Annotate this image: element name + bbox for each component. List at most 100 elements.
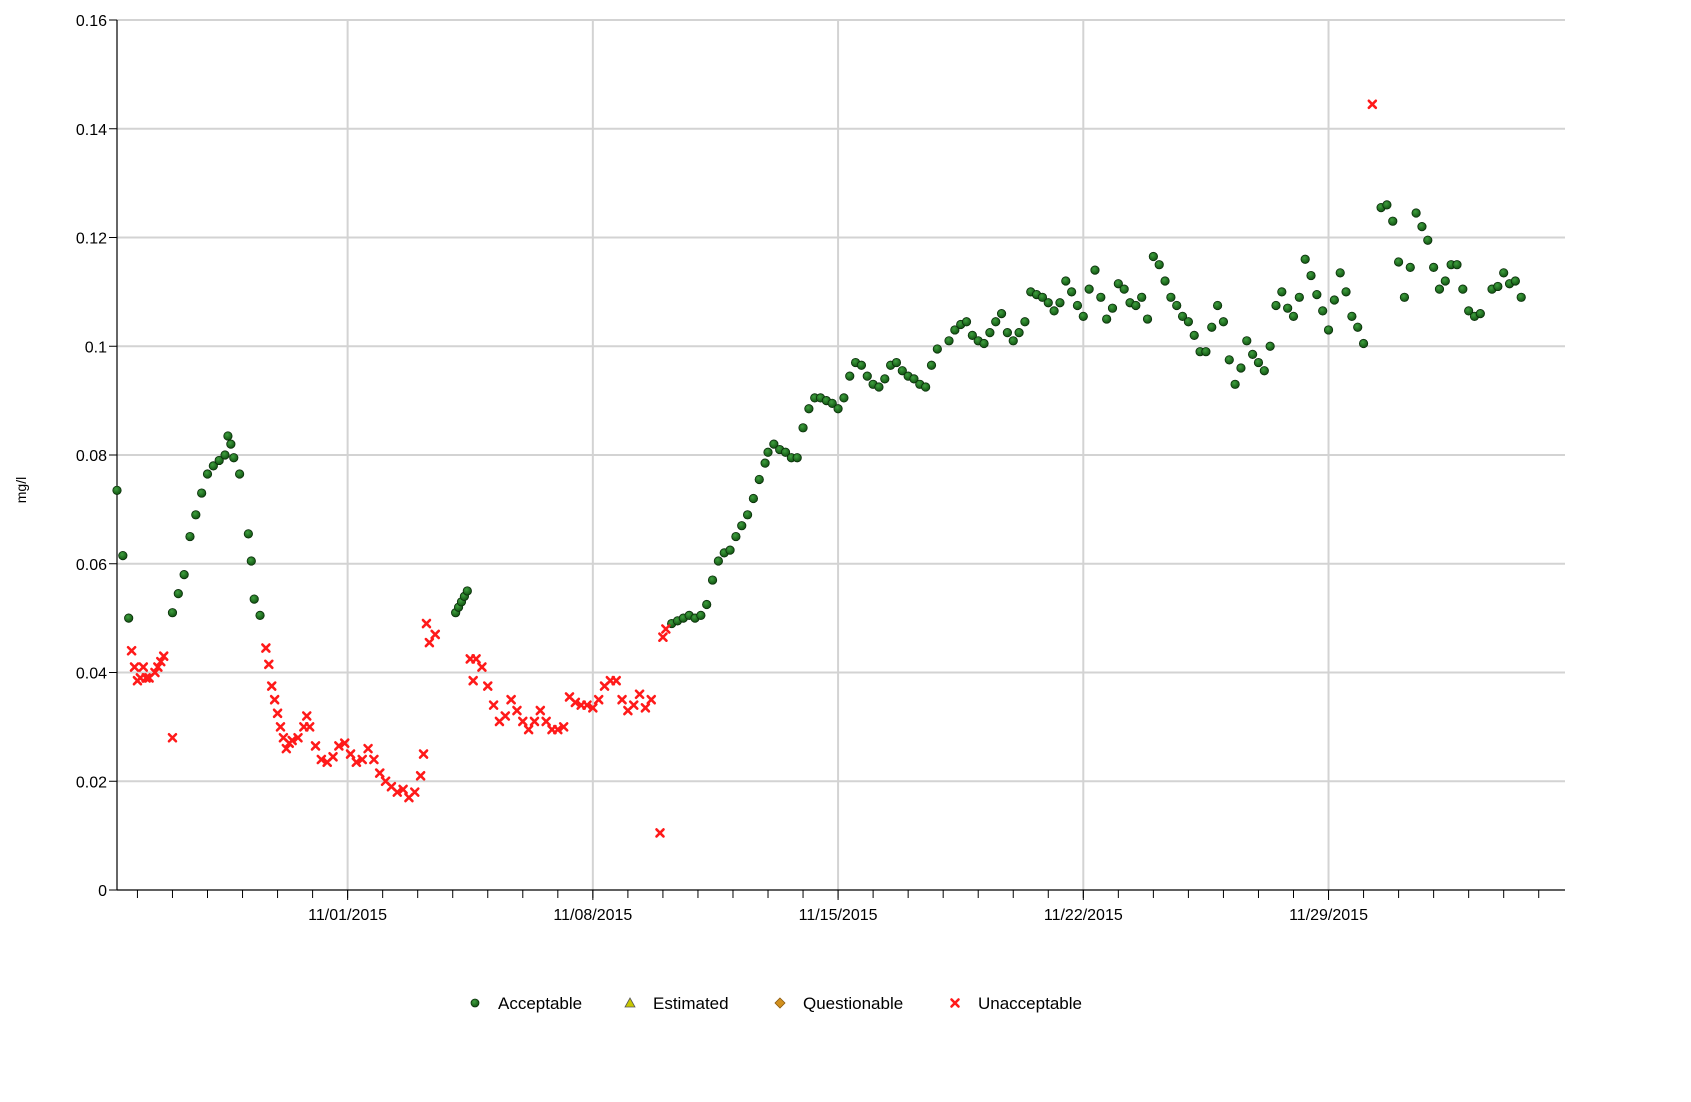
data-point-acceptable [1096,292,1106,302]
data-point-acceptable [249,594,259,604]
data-point-acceptable [1014,328,1024,338]
data-point-unacceptable [430,629,441,640]
data-point-unacceptable [351,757,362,768]
data-point-unacceptable [138,662,149,672]
data-point-unacceptable [126,645,137,656]
data-point-acceptable [769,439,779,449]
data-point-acceptable [1411,208,1421,218]
y-tick-label: 0.12 [76,231,107,248]
data-point-unacceptable [646,694,657,705]
data-point-unacceptable [272,708,283,719]
data-point-acceptable [1399,292,1410,302]
data-point-acceptable [1329,295,1339,305]
data-point-acceptable [839,393,849,403]
data-point-acceptable [255,610,265,621]
data-point-acceptable [827,398,837,408]
data-point-acceptable [1172,300,1182,311]
data-point-acceptable [1417,222,1427,232]
data-point-unacceptable [482,681,493,691]
data-point-acceptable [1177,311,1188,321]
data-point-unacceptable [369,754,379,765]
data-point-acceptable [1353,322,1363,332]
y-tick-label: 0.06 [76,557,107,574]
data-point-acceptable [1283,303,1293,313]
data-point-unacceptable [339,738,350,748]
data-point-acceptable [179,570,189,580]
data-point-acceptable [1335,268,1345,278]
x-tick-label: 11/15/2015 [799,907,878,924]
data-point-acceptable [1516,292,1526,302]
data-point-acceptable [1265,341,1275,351]
y-axis-label: mg/l [13,477,29,503]
data-point-acceptable [833,404,843,414]
data-point-acceptable [862,371,872,381]
data-point-acceptable [1341,287,1351,297]
data-point-acceptable [220,450,230,460]
data-point-unacceptable [582,700,592,710]
legend-marker-questionable [774,997,786,1009]
data-point-acceptable [112,485,122,495]
data-point-unacceptable [421,618,432,629]
data-point-acceptable [991,317,1001,327]
data-point-unacceptable [392,787,403,797]
data-point-acceptable [1148,251,1158,262]
data-point-acceptable [1055,298,1065,308]
data-point-acceptable [1294,292,1304,302]
data-point-acceptable [1207,322,1217,332]
data-point-unacceptable [304,722,315,732]
gridlines [117,19,1565,890]
data-point-acceptable [1405,262,1415,273]
data-point-acceptable [845,371,855,381]
data-point-unacceptable [167,732,178,743]
data-point-acceptable [985,328,995,338]
x-tick-label: 11/08/2015 [553,907,632,924]
data-point-acceptable [1393,257,1404,267]
data-point-unacceptable [658,632,668,642]
data-point-acceptable [1259,366,1269,376]
data-point-unacceptable [301,711,312,721]
data-point-unacceptable [471,654,481,664]
data-point-unacceptable [523,724,534,735]
data-point-acceptable [921,382,931,392]
data-point-unacceptable [506,694,516,705]
data-point-acceptable [1248,349,1258,360]
data-point-acceptable [1277,287,1287,297]
data-point-unacceptable [477,662,487,672]
data-point-acceptable [1183,317,1194,327]
data-point-acceptable [909,374,919,384]
data-point-acceptable [804,404,814,414]
data-point-unacceptable [661,624,671,634]
data-point-acceptable [191,510,201,520]
data-point-unacceptable [266,681,277,691]
legend-item-estimated: Estimated [624,994,729,1013]
y-tick-label: 0 [98,883,107,900]
x-tick-label: 11/01/2015 [308,907,387,924]
legend-marker-acceptable [470,998,480,1008]
data-point-acceptable [1072,300,1083,311]
y-tick-label: 0.04 [76,666,107,683]
y-tick-label: 0.1 [85,339,107,356]
data-point-unacceptable [334,741,344,751]
data-point-acceptable [1236,363,1246,373]
data-point-unacceptable [129,662,140,672]
data-point-unacceptable [310,741,321,751]
data-point-unacceptable [617,694,627,705]
data-point-unacceptable [655,828,665,838]
legend-item-questionable: Questionable [774,994,903,1013]
data-point-unacceptable [611,675,622,686]
data-point-acceptable [944,336,954,346]
legend-item-acceptable: Acceptable [470,994,582,1013]
legend-label: Unacceptable [978,994,1082,1013]
data-points [112,99,1526,838]
data-point-unacceptable [345,749,356,759]
data-point-acceptable [1189,330,1199,340]
data-point-acceptable [792,453,802,463]
data-point-acceptable [696,610,706,621]
data-point-acceptable [891,357,902,368]
data-point-acceptable [713,556,723,566]
data-point-acceptable [1318,306,1328,316]
data-point-acceptable [1084,284,1094,294]
data-point-acceptable [742,510,753,520]
data-point-unacceptable [269,694,280,705]
